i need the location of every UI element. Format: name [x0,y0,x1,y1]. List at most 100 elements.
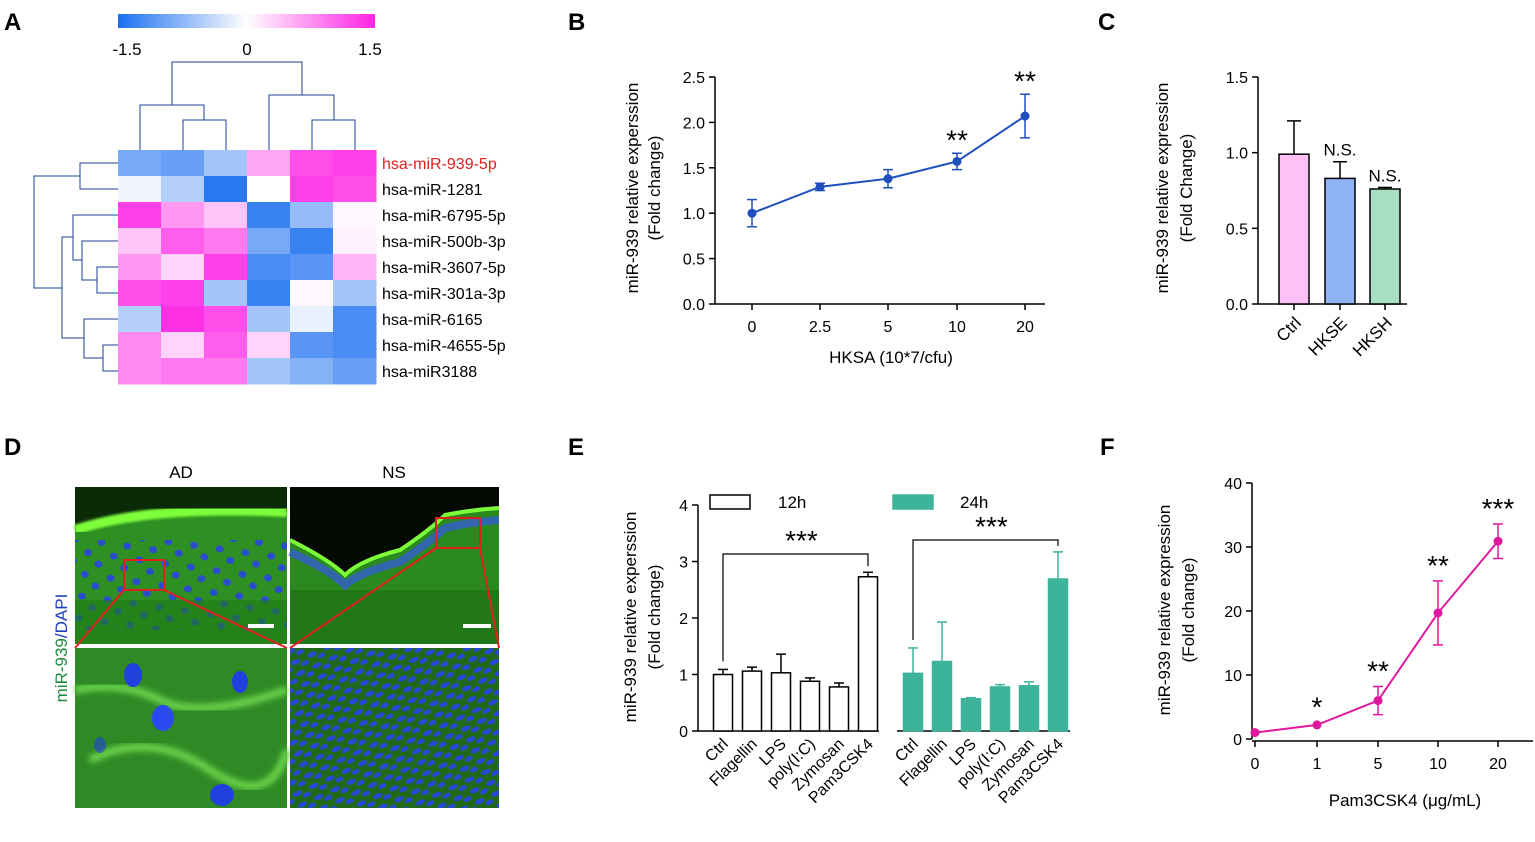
chart-e-ylabel-2: (Fold change) [645,565,664,670]
ylabel-green: miR-939 [52,638,71,702]
heatmap-row-label: hsa-miR-1281 [382,182,483,199]
chart-b-ylabel-2: (Fold change) [645,136,664,241]
bar [799,680,821,732]
y-tick-label: 1 [679,668,688,685]
significance-label: ** [1014,65,1036,96]
heatmap-row-label: hsa-miR-3607-5p [382,260,506,277]
heatmap-cell [118,306,162,333]
ylabel-blue: DAPI [52,594,71,634]
heatmap-cell [247,332,291,359]
y-tick-label: 0 [679,724,688,741]
chart-c-plot: 0.0 0.5 1.0 1.5 Ctrl HKSE N.S. HKSH N.S. [1226,70,1407,360]
y-tick-label: 2.5 [683,70,705,87]
bar [960,698,982,732]
bar [741,670,763,732]
heatmap-cell [161,358,205,385]
heatmap-cell [204,358,248,385]
x-tick-label: HKSH [1349,313,1396,360]
y-tick-label: 0.0 [1226,297,1248,314]
heatmap-cell [247,306,291,333]
y-tick-label: 2 [679,611,688,628]
chart-c-ylabel-2: (Fold Change) [1177,134,1196,243]
heatmap-cell [290,254,334,281]
heatmap-cell [161,202,205,229]
heatmap-cell [118,280,162,307]
image-ad-zoom [74,648,291,808]
heatmap-cell [290,150,334,177]
heatmap-cell [204,254,248,281]
bar [931,660,953,732]
x-tick-label: 0 [1251,756,1260,773]
chart-f-plot: 0 10 20 30 40 0 1 * 5 ** 10 ** 20 *** [1224,476,1533,773]
y-tick-label: 0 [1233,732,1242,749]
zoom-connectors [74,547,500,649]
y-tick-label: 30 [1224,540,1242,557]
legend-label-12h: 12h [778,493,806,512]
image-ns-overview [288,487,500,644]
scale-bar-ad [248,624,274,628]
heatmap-cell [247,358,291,385]
data-point [952,156,962,166]
heatmap-cell [204,228,248,255]
chart-f-ylabel-1: miR-939 relative expression [1155,505,1174,716]
heatmap-cell [333,150,377,177]
heatmap-cells [118,150,377,385]
y-tick-label: 0.0 [683,297,705,314]
heatmap-cell [290,358,334,385]
heatmap-cell [290,202,334,229]
heatmap-cell [247,280,291,307]
heatmap-cell [204,150,248,177]
heatmap-cell [118,202,162,229]
heatmap-row-label: hsa-miR-4655-5p [382,338,506,355]
data-point [1493,536,1503,546]
significance-bracket [722,553,869,662]
heatmap-row-label: hsa-miR-6795-5p [382,208,506,225]
y-tick-label: 0.5 [683,252,705,269]
x-tick-label: 5 [1374,756,1383,773]
chart-c: miR-939 relative expression (Fold Change… [1153,70,1407,360]
bar [712,673,734,732]
heatmap-cell [290,176,334,203]
heatmap-cell [204,202,248,229]
heatmap-colorbar [118,14,375,28]
panel-label-c: C [1098,9,1115,36]
heatmap-cell [118,150,162,177]
bar [902,672,924,732]
x-tick-label: 5 [884,319,893,336]
heatmap-cell [161,150,205,177]
heatmap-cell [118,254,162,281]
heatmap-cell [333,176,377,203]
chart-b-xlabel: HKSA (10*7/cfu) [829,348,953,367]
y-tick-label: 4 [679,498,688,515]
colorbar-tick-mid: 0 [242,40,251,59]
panel-label-f: F [1100,434,1115,461]
data-point [815,182,825,192]
column-dendrogram [139,61,356,150]
heatmap-cell [290,332,334,359]
heatmap-cell [333,202,377,229]
significance-label: *** [785,525,818,556]
series-line [751,115,1026,215]
y-tick-label: 3 [679,555,688,572]
heatmap-cell [290,228,334,255]
colorbar-tick-max: 1.5 [358,40,382,59]
panel-label-d: D [4,434,21,461]
heatmap-cell [333,358,377,385]
heatmap-cell [161,332,205,359]
chart-b-ylabel-1: miR-939 relative experssion [623,83,642,294]
heatmap-cell [247,228,291,255]
y-tick-label: 40 [1224,476,1242,493]
heatmap-cell [161,176,205,203]
panel-label-b: B [568,9,585,36]
heatmap-cell [161,280,205,307]
bar [1369,188,1401,305]
x-tick-label: 2.5 [809,319,831,336]
bar [770,672,792,732]
chart-e-plot: 01234CtrlFlagellinLPSpoly(I:C)ZymosanPam… [679,493,1070,807]
legend-swatch-12h [709,494,751,510]
chart-c-ylabel-1: miR-939 relative expression [1153,83,1172,294]
data-point [1373,696,1383,706]
x-tick-label: HKSE [1305,313,1351,359]
heatmap-cell [333,332,377,359]
x-tick-label: 20 [1489,756,1507,773]
